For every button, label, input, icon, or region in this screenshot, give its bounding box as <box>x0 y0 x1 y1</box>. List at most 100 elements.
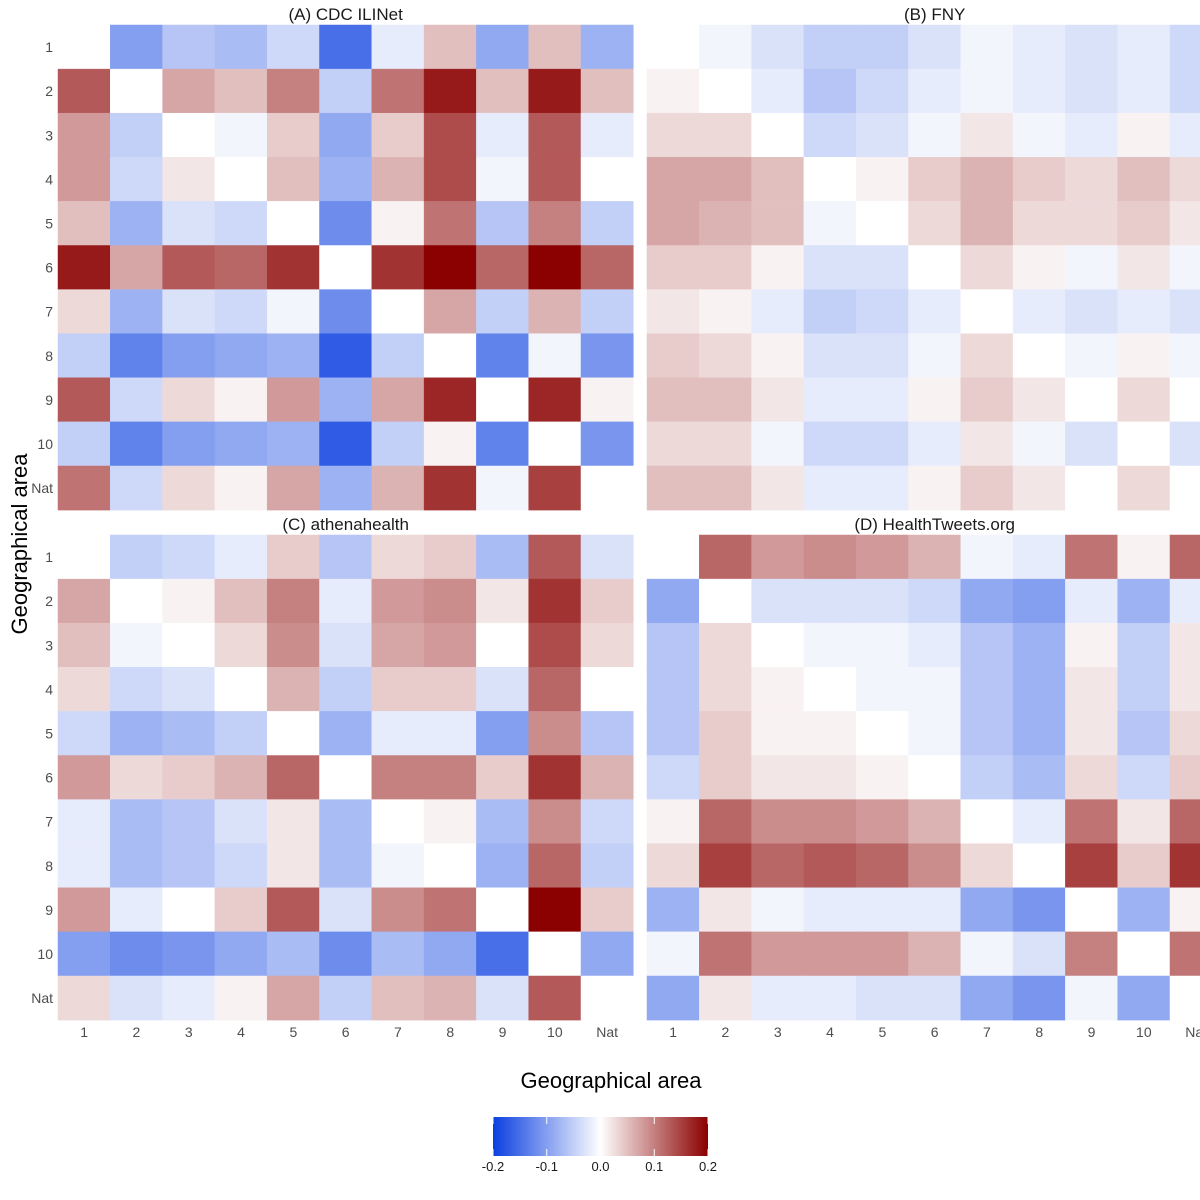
heatmap-cell <box>908 887 962 933</box>
x-tick-label: 2 <box>133 1024 141 1040</box>
heatmap-cell <box>1012 24 1066 70</box>
heatmap-cell <box>908 843 962 889</box>
heatmap-cell <box>476 887 529 933</box>
heatmap-cell <box>110 622 163 668</box>
heatmap-cell <box>580 887 634 933</box>
heatmap-cell <box>57 333 111 379</box>
heatmap-cell <box>319 622 373 668</box>
heatmap-cell <box>699 245 752 290</box>
heatmap-cell <box>803 201 857 246</box>
heatmap-cell <box>110 755 163 800</box>
heatmap-cell <box>699 24 752 70</box>
heatmap-cell <box>162 377 216 423</box>
heatmap-cell <box>646 68 700 114</box>
heatmap-cell <box>319 755 373 800</box>
heatmap-cell <box>580 578 634 624</box>
heatmap-cell <box>528 157 582 202</box>
panel-1: (A) CDC ILINet 1 2 3 4 5 6 7 8 9 10 Nat <box>31 5 634 511</box>
heatmap-cell <box>57 622 111 668</box>
heatmap-cell <box>855 112 909 158</box>
heatmap-cell <box>908 245 962 290</box>
heatmap-cell <box>371 201 425 246</box>
heatmap-cell <box>1169 711 1200 756</box>
heatmap-cell <box>423 622 477 668</box>
heatmap-cell <box>1012 245 1066 290</box>
heatmap-cell <box>1012 578 1066 624</box>
heatmap-cell <box>162 534 216 580</box>
heatmap-cell <box>1065 201 1118 246</box>
heatmap-cell <box>214 112 268 158</box>
heatmap-cell <box>371 24 425 70</box>
heatmap-cell <box>371 843 425 889</box>
heatmap-cell <box>580 157 634 202</box>
heatmap-cell <box>908 534 962 580</box>
heatmap-cell <box>1169 377 1200 423</box>
heatmap-cell <box>528 622 582 668</box>
heatmap-cell <box>1117 377 1171 423</box>
heatmap-cell <box>1117 799 1171 844</box>
heatmap-cell <box>751 289 805 334</box>
heatmap-cell <box>646 667 700 712</box>
x-tick-label: 7 <box>394 1024 402 1040</box>
heatmap-cell <box>110 289 163 334</box>
y-tick-label: 1 <box>45 549 53 565</box>
heatmap-cell <box>214 333 268 379</box>
heatmap-cell <box>1012 377 1066 423</box>
heatmap-cell <box>162 24 216 70</box>
heatmap-cell <box>1065 887 1118 933</box>
heatmap-cell <box>110 578 163 624</box>
heatmap-cell <box>371 667 425 712</box>
heatmap-cell <box>751 333 805 379</box>
heatmap-cell <box>1117 975 1171 1021</box>
heatmap-cell <box>162 68 216 114</box>
heatmap-cell <box>423 421 477 467</box>
x-tick-label: 7 <box>983 1024 991 1040</box>
color-legend: -0.2 -0.1 0.0 0.1 0.2 <box>482 1117 717 1174</box>
heatmap-cell <box>319 24 373 70</box>
heatmap-cell <box>1117 289 1171 334</box>
heatmap-cell <box>751 24 805 70</box>
heatmap-cell <box>266 245 320 290</box>
heatmap-cell <box>371 112 425 158</box>
heatmap-cell <box>476 799 529 844</box>
heatmap-cell <box>908 667 962 712</box>
heatmap-cell <box>803 377 857 423</box>
heatmap-cell <box>803 421 857 467</box>
heatmap-cell <box>110 534 163 580</box>
heatmap-cell <box>319 421 373 467</box>
heatmap-cell <box>580 711 634 756</box>
heatmap-cell <box>1169 755 1200 800</box>
heatmap-cell <box>57 799 111 844</box>
heatmap-cell <box>214 465 268 511</box>
heatmap-cell <box>699 755 752 800</box>
heatmap-cell <box>528 799 582 844</box>
heatmap-cell <box>57 931 111 977</box>
x-tick-label: Nat <box>1185 1024 1200 1040</box>
heatmap-cell <box>1012 157 1066 202</box>
heatmap-cell <box>1065 843 1118 889</box>
y-tick-label: 10 <box>37 946 53 962</box>
heatmap-cell <box>1169 112 1200 158</box>
heatmap-cell <box>476 667 529 712</box>
heatmap-cell <box>528 68 582 114</box>
heatmap-cell <box>580 289 634 334</box>
heatmap-cell <box>214 578 268 624</box>
heatmap-cell <box>1169 465 1200 511</box>
heatmap-cell <box>580 931 634 977</box>
y-tick-label: 8 <box>45 858 53 874</box>
heatmap-cell <box>371 799 425 844</box>
heatmap-cell <box>162 622 216 668</box>
heatmap-cell <box>266 534 320 580</box>
heatmap-cell <box>580 421 634 467</box>
heatmap-cell <box>423 333 477 379</box>
heatmap-cell <box>57 843 111 889</box>
heatmap-cell <box>319 201 373 246</box>
heatmap-cell <box>1012 755 1066 800</box>
heatmap-cell <box>1065 421 1118 467</box>
heatmap-cell <box>960 245 1014 290</box>
heatmap-cell <box>214 887 268 933</box>
x-tick-label: 5 <box>878 1024 886 1040</box>
heatmap-cell <box>908 622 962 668</box>
heatmap-cell <box>528 843 582 889</box>
heatmap-cell <box>803 622 857 668</box>
